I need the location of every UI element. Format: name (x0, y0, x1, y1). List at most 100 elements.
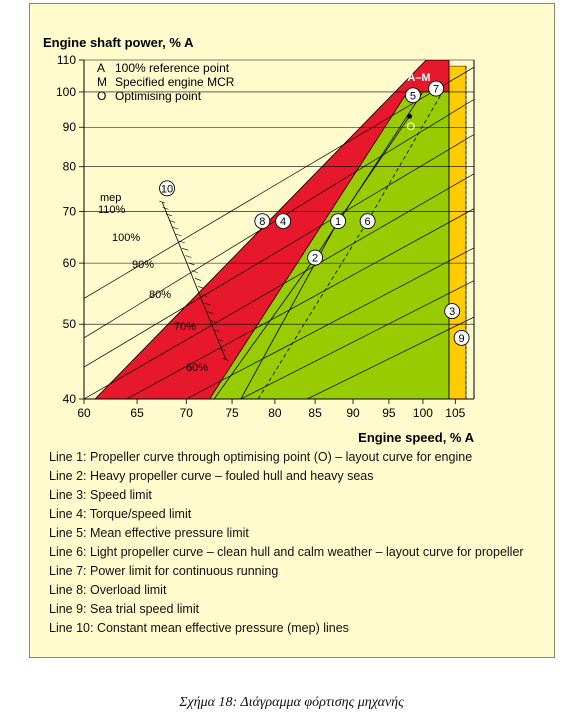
y-tick-label: 80 (63, 160, 77, 174)
mep-label: mep (100, 192, 121, 204)
line-description-item: Line 5: Mean effective pressure limit (49, 526, 249, 540)
x-tick-label: 65 (130, 406, 144, 420)
mep-value-label: 80% (149, 289, 171, 301)
mep-scale-tick (201, 294, 208, 297)
line-marker-circle (404, 87, 421, 104)
line-description-item: Line 8: Overload limit (49, 583, 167, 597)
line-description-item: Line 3: Speed limit (49, 488, 152, 502)
line-marker-circle (453, 329, 470, 346)
mep-line (84, 173, 474, 399)
line-marker-circle (359, 213, 376, 230)
mep-scale-tick (172, 226, 179, 230)
y-tick-label: 40 (63, 392, 77, 406)
mep-scale-tick (194, 278, 202, 281)
mep-scale-tick (213, 329, 220, 332)
y-axis-title: Engine shaft power, % A (43, 35, 194, 50)
mep-scale-tick (219, 348, 226, 351)
line-marker-label: 9 (459, 333, 465, 345)
line-marker-label: 8 (259, 216, 265, 228)
mep-scale-tick (182, 247, 189, 251)
mep-line (84, 134, 474, 368)
mep-value-label: 60% (186, 362, 208, 374)
mep-value-label: 110% (98, 204, 126, 216)
mep-scale-tick (216, 338, 223, 342)
line-description-item: Line 10: Constant mean effective pressur… (49, 621, 349, 635)
y-tick-label: 110 (57, 53, 76, 67)
mep-line (126, 208, 474, 399)
sea-trial-band (448, 65, 467, 399)
mep-scale-tick (191, 270, 198, 273)
x-tick-label: 70 (180, 406, 194, 420)
mep-scale-tick (175, 233, 182, 237)
y-tick-label: 100 (56, 85, 76, 99)
x-tick-label: 80 (268, 406, 282, 420)
mep-line (186, 247, 474, 399)
line-marker-circle (307, 249, 324, 266)
mep-scale-tick (197, 286, 205, 289)
line-legend: Line 1: Propeller curve through optimisi… (49, 448, 524, 638)
mep-scale-tick (159, 200, 166, 204)
mep-line (240, 280, 474, 399)
mep-scale-tick (222, 358, 229, 361)
line-marker-label: 4 (280, 216, 286, 228)
y-tick-label: 90 (63, 120, 77, 134)
line-marker-circle (444, 303, 461, 320)
line-marker-label: 5 (410, 90, 416, 102)
propeller-curve-6 (257, 91, 443, 399)
mep-line (307, 316, 474, 399)
figure-caption: Σχήμα 18: Διάγραμμα φόρτισης μηχανής (179, 695, 404, 710)
line-description-item: Line 7: Power limit for continuous runni… (49, 564, 279, 578)
mep-scale-tick (165, 213, 172, 217)
line-marker-circle (330, 213, 347, 230)
line-marker-label: 6 (365, 216, 371, 228)
mep-scale-tick (210, 320, 217, 323)
line-marker-label: 3 (449, 306, 455, 318)
points-legend-text: 100% reference point (115, 61, 230, 75)
x-tick-label: 60 (77, 406, 91, 420)
point-label-o: O (407, 121, 416, 133)
mep-scale-tick (207, 311, 214, 314)
line-description-item: Line 9: Sea trial speed limit (49, 602, 200, 616)
points-legend-key: A (97, 61, 105, 75)
points-legend-key: M (97, 75, 107, 89)
x-tick-label: 105 (445, 406, 465, 420)
line-description-item: Line 6: Light propeller curve – clean hu… (49, 545, 524, 559)
line-marker-label: 1 (335, 216, 341, 228)
line-marker-label: 10 (161, 183, 173, 195)
line-description-item: Line 1: Propeller curve through optimisi… (49, 450, 473, 464)
mep-scale-tick (204, 302, 211, 306)
mep-scale-axis (161, 201, 227, 360)
points-legend-key: O (97, 89, 106, 103)
line-marker-circle (159, 180, 175, 197)
x-axis-title: Engine speed, % A (358, 430, 474, 445)
line-description-item: Line 4: Torque/speed limit (49, 507, 192, 521)
x-tick-label: 95 (382, 406, 396, 420)
line-marker-circle (254, 213, 271, 230)
mep-scale-tick (162, 207, 169, 210)
mep-scale-tick (185, 255, 192, 258)
mep-value-label: 70% (174, 321, 196, 333)
y-tick-label: 50 (63, 317, 77, 331)
point-label-am: A–M (407, 72, 430, 84)
mep-scale-tick (169, 220, 176, 223)
mep-value-label: 100% (112, 232, 140, 244)
mep-value-label: 90% (132, 259, 154, 271)
points-legend-text: Optimising point (115, 89, 202, 103)
load-diagram-chart: 60 65 70 75 80 85 90 95 100 105405060708090100110… (43, 35, 475, 445)
mep-scale-tick (188, 262, 195, 266)
x-tick-label: 75 (225, 406, 239, 420)
point-o-dot (407, 113, 413, 119)
y-tick-label: 60 (63, 256, 77, 270)
points-legend-text: Specified engine MCR (115, 75, 235, 89)
line-marker-label: 2 (312, 253, 318, 265)
line-marker-circle (428, 80, 445, 97)
line-marker-circle (275, 213, 292, 230)
green-load-zone (209, 91, 449, 399)
x-tick-label: 90 (346, 406, 360, 420)
x-tick-label: 100 (413, 406, 433, 420)
line-marker-label: 7 (433, 84, 439, 96)
y-tick-label: 70 (63, 204, 77, 218)
mep-scale-tick (178, 240, 186, 244)
line-description-item: Line 2: Heavy propeller curve – fouled h… (49, 469, 374, 483)
x-tick-label: 85 (308, 406, 322, 420)
